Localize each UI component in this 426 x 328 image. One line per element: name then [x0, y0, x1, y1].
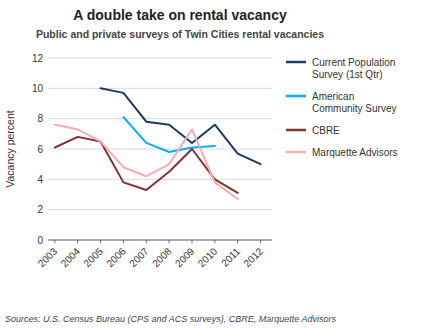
- x-tick-label: 2009: [173, 245, 197, 269]
- grid-line: [48, 240, 272, 241]
- x-tick: [100, 240, 101, 243]
- legend-label: AmericanCommunity Survey: [312, 91, 396, 114]
- y-tick-label: 2: [37, 204, 43, 215]
- legend-label-line: Current Population: [312, 57, 395, 68]
- series-line: [55, 137, 238, 193]
- x-tick-label: 2004: [59, 245, 83, 269]
- legend-swatch: [286, 129, 306, 132]
- x-tick-label: 2007: [127, 245, 151, 269]
- x-tick: [169, 240, 170, 243]
- x-tick-label: 2012: [241, 245, 265, 269]
- legend-label-line: Survey (1st Qtr): [312, 69, 383, 80]
- x-tick: [123, 240, 124, 243]
- x-tick-label: 2005: [81, 245, 105, 269]
- y-tick-label: 0: [37, 235, 43, 246]
- x-axis-line: [48, 240, 272, 241]
- y-axis-label: Vacancy percent: [4, 110, 16, 188]
- legend-label: CBRE: [312, 125, 340, 136]
- legend-swatch: [286, 61, 306, 64]
- grid: [48, 58, 272, 240]
- subtitle: Public and private surveys of Twin Citie…: [36, 28, 324, 40]
- y-tick-label: 12: [32, 53, 44, 64]
- legend-label-line: Community Survey: [312, 103, 396, 114]
- x-tick: [214, 240, 215, 243]
- x-tick: [192, 240, 193, 243]
- x-tick-label: 2008: [150, 245, 174, 269]
- series-line: [55, 125, 238, 199]
- x-tick-label: 2003: [36, 245, 60, 269]
- y-tick-label: 4: [37, 174, 43, 185]
- x-tick: [260, 240, 261, 243]
- x-tick: [237, 240, 238, 243]
- grid-line: [48, 58, 272, 59]
- legend-swatch: [286, 151, 306, 154]
- legend-label: Current PopulationSurvey (1st Qtr): [312, 57, 395, 80]
- grid-line: [48, 88, 272, 89]
- x-tick: [146, 240, 147, 243]
- title: A double take on rental vacancy: [73, 7, 287, 23]
- grid-line: [48, 118, 272, 119]
- source: Sources: U.S. Census Bureau (CPS and ACS…: [5, 314, 336, 324]
- x-tick: [54, 240, 55, 243]
- legend-label: Marquette Advisors: [312, 147, 398, 158]
- y-tick-label: 6: [37, 144, 43, 155]
- legend-label-line: Marquette Advisors: [312, 147, 398, 158]
- grid-line: [48, 209, 272, 210]
- legend-label-line: American: [312, 91, 354, 102]
- legend: Current PopulationSurvey (1st Qtr) Americ…: [286, 57, 398, 158]
- legend-label-line: CBRE: [312, 125, 340, 136]
- y-tick-label: 8: [37, 113, 43, 124]
- series-line: [101, 88, 261, 164]
- y-tick-label: 10: [32, 83, 44, 94]
- chart: A double take on rental vacancy Public an…: [0, 0, 426, 328]
- background: [0, 0, 426, 328]
- lines: [55, 88, 261, 199]
- legend-swatch: [286, 95, 306, 98]
- x-tick-label: 2010: [196, 245, 220, 269]
- x-tick-label: 2011: [219, 245, 242, 268]
- series-line: [123, 117, 214, 152]
- x-tick: [77, 240, 78, 243]
- x-tick-label: 2006: [104, 245, 128, 269]
